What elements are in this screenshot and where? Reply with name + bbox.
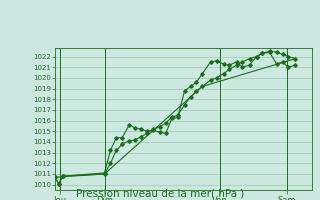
Text: Pression niveau de la mer( hPa ): Pression niveau de la mer( hPa ) (76, 188, 244, 198)
